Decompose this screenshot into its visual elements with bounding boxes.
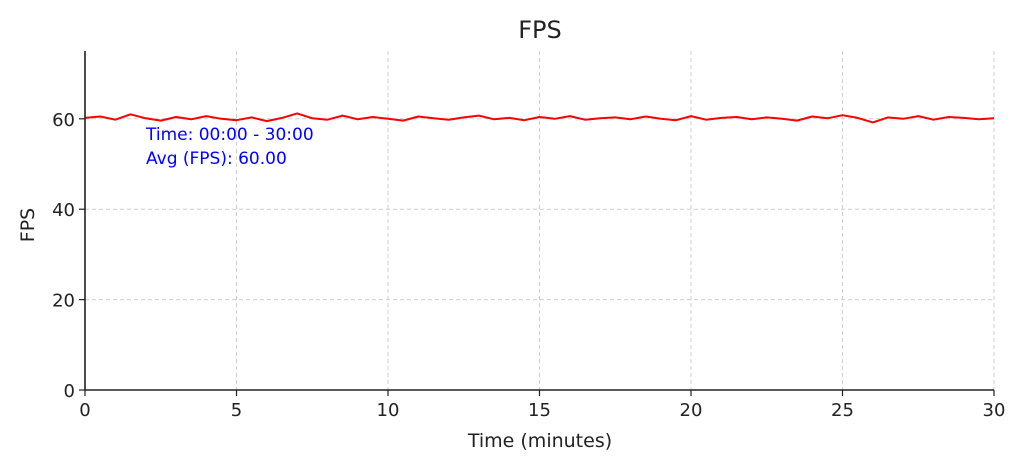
x-tick-label: 10	[377, 400, 400, 421]
series-line-fps	[84, 112, 995, 124]
ticks: 0 5 10 15 20 25 30 0 20 40 60	[52, 110, 1005, 421]
y-axis-label: FPS	[17, 208, 39, 242]
x-tick-label: 0	[79, 400, 90, 421]
x-axis-label: Time (minutes)	[467, 430, 612, 452]
x-tick-label: 5	[231, 400, 242, 421]
y-tick-label: 60	[52, 110, 75, 131]
x-tick-label: 15	[528, 400, 551, 421]
annotation-average: Avg (FPS): 60.00	[146, 149, 287, 169]
grid	[85, 51, 995, 390]
x-tick-label: 25	[831, 400, 854, 421]
y-tick-label: 40	[52, 200, 75, 221]
y-tick-label: 20	[52, 291, 75, 312]
annotation-time-range: Time: 00:00 - 30:00	[145, 125, 314, 145]
y-tick-label: 0	[64, 381, 75, 402]
x-tick-label: 30	[983, 400, 1006, 421]
x-tick-label: 20	[680, 400, 703, 421]
chart-title: FPS	[518, 16, 562, 44]
series-layer	[84, 112, 995, 124]
